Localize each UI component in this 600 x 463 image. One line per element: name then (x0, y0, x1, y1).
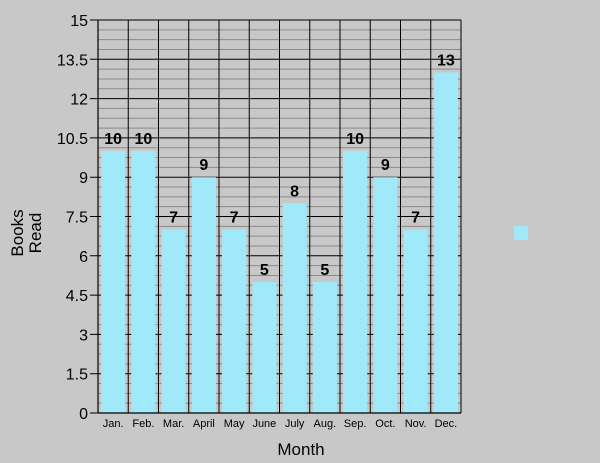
bar (403, 229, 428, 413)
y-tick-label: 7.5 (66, 210, 88, 227)
x-tick-label: July (285, 418, 305, 430)
bar (252, 282, 277, 413)
y-tick-label: 9 (79, 170, 88, 187)
x-tick-label: Mar. (163, 418, 184, 430)
y-tick-label: 10.5 (57, 131, 88, 148)
y-tick-label: 6 (79, 249, 88, 266)
legend-swatch (514, 226, 528, 240)
bar (161, 229, 186, 413)
data-label: 8 (290, 183, 299, 200)
axis-layer: 0 1.5 3 4.5 6 7.5 9 10.5 12 13.5 15 Jan. Feb. Mar. Apr… (57, 13, 461, 430)
bar (433, 72, 458, 414)
data-label: 7 (411, 210, 420, 227)
bar (312, 282, 337, 413)
x-tick-label: Feb. (132, 418, 154, 430)
y-tick-label: 13.5 (57, 52, 88, 69)
x-tick-label: Oct. (375, 418, 395, 430)
y-tick-label: 1.5 (66, 367, 88, 384)
data-label: 9 (199, 157, 208, 174)
data-label: 5 (320, 262, 329, 279)
y-tick-label: 4.5 (66, 288, 88, 305)
x-tick-label: Dec. (435, 418, 458, 430)
y-tick-label: 3 (79, 327, 88, 344)
data-label: 10 (346, 131, 364, 148)
x-tick-label: June (252, 418, 276, 430)
data-label: 7 (230, 210, 239, 227)
data-label: 7 (169, 210, 178, 227)
x-tick-label: April (193, 418, 215, 430)
y-axis-title-line-1: Books (8, 209, 27, 256)
bar (282, 203, 307, 413)
grid-layer (90, 19, 462, 414)
data-label: 9 (381, 157, 390, 174)
data-label: 10 (104, 131, 122, 148)
data-label: 13 (437, 52, 455, 69)
label-layer: 10 10 7 9 7 5 8 5 10 9 7 13 (104, 52, 455, 279)
data-label: 10 (134, 131, 152, 148)
x-axis-title: Month (277, 440, 324, 459)
bar (222, 229, 247, 413)
bar (191, 177, 216, 413)
y-axis-title: Books Read (8, 209, 45, 256)
data-label: 5 (260, 262, 269, 279)
bar (101, 151, 126, 413)
y-axis-title-line-2: Read (26, 213, 45, 254)
bar-layer (101, 72, 458, 414)
bar (343, 151, 368, 413)
x-tick-label: Nov. (405, 418, 427, 430)
y-tick-label: 12 (70, 92, 88, 109)
bar (373, 177, 398, 413)
y-tick-label: 0 (79, 406, 88, 423)
x-tick-label: Sep. (344, 418, 367, 430)
x-tick-label: May (224, 418, 245, 430)
x-tick-label: Jan. (103, 418, 124, 430)
bar (131, 151, 156, 413)
y-tick-label: 15 (70, 13, 88, 30)
x-tick-label: Aug. (314, 418, 337, 430)
